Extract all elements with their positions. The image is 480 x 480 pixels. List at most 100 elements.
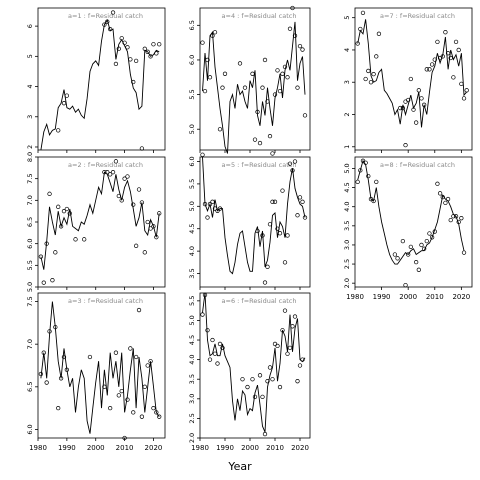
data-point — [151, 42, 156, 47]
data-point — [154, 235, 159, 240]
data-point — [217, 206, 223, 211]
y-tick-label: 3.5 — [188, 374, 196, 384]
series-line — [40, 19, 160, 151]
data-point — [110, 170, 116, 175]
data-point — [207, 357, 213, 362]
data-point — [220, 345, 225, 351]
x-tick-label: 2000 — [87, 444, 105, 452]
data-point — [285, 75, 290, 80]
data-point — [105, 170, 110, 175]
data-point — [408, 76, 413, 82]
data-point — [255, 109, 260, 115]
x-tick-label: 1990 — [216, 444, 234, 452]
data-point — [202, 88, 208, 94]
data-point — [133, 58, 139, 64]
data-point — [272, 199, 278, 204]
data-point — [280, 328, 285, 333]
data-point — [108, 405, 113, 411]
y-tick-label: 7.0 — [26, 195, 34, 205]
data-point — [366, 173, 371, 179]
data-point — [125, 45, 130, 50]
data-point — [295, 213, 300, 218]
data-point — [406, 252, 411, 257]
data-point — [432, 229, 437, 234]
data-point — [376, 31, 382, 36]
data-point — [242, 85, 248, 90]
data-point — [403, 143, 408, 148]
y-tick-label: 6.0 — [26, 238, 34, 248]
data-point — [116, 46, 121, 51]
data-point — [395, 256, 400, 261]
data-point — [275, 68, 280, 73]
y-tick-label: 2.0 — [343, 278, 351, 288]
y-tick-label: 7.5 — [26, 173, 34, 183]
data-point — [73, 237, 78, 242]
data-point — [282, 308, 288, 313]
data-point — [265, 264, 270, 269]
panel-8: a=8 : f=Residual catch 2.0 2.5 3.0 3.5 4.0 4.5… — [343, 156, 473, 301]
data-point — [371, 198, 376, 204]
y-tick-label: 4 — [343, 48, 351, 52]
data-point — [212, 351, 218, 356]
data-point — [212, 206, 218, 211]
x-tick-label: 1980 — [29, 444, 47, 452]
data-point — [262, 431, 268, 437]
x-tick-label: 1980 — [191, 444, 209, 452]
data-point — [421, 246, 427, 251]
data-point — [215, 361, 220, 366]
data-point — [44, 241, 49, 246]
data-point — [240, 377, 245, 382]
y-tick-label: 4.0 — [188, 354, 196, 364]
data-point — [435, 181, 440, 186]
data-point — [53, 250, 58, 255]
x-tick-label: 1980 — [346, 293, 364, 301]
data-point — [200, 152, 205, 157]
series-line — [202, 292, 306, 433]
data-point — [210, 33, 215, 38]
data-point — [87, 354, 93, 360]
data-point — [287, 345, 293, 351]
panel-title: a=5 : f=Residual catch — [222, 161, 297, 169]
data-point — [122, 40, 127, 45]
y-tick-label: 2 — [343, 112, 351, 116]
data-point — [200, 312, 205, 317]
data-point — [133, 243, 139, 248]
data-point — [108, 172, 113, 177]
data-point — [148, 359, 153, 364]
data-point — [119, 198, 124, 203]
panels-group: a=1 : f=Residual catch 2 3 4 5 6 a=2 : f=Resid… — [26, 5, 473, 452]
data-point — [207, 201, 213, 207]
y-tick-label: 2.5 — [188, 413, 196, 423]
y-tick-label: 8.0 — [26, 152, 34, 162]
data-point — [131, 202, 136, 207]
data-point — [451, 214, 456, 219]
data-point — [267, 365, 273, 370]
data-point — [245, 384, 250, 390]
data-point — [427, 231, 432, 236]
data-point — [416, 267, 421, 272]
data-point — [205, 215, 210, 220]
data-point — [421, 102, 427, 107]
data-point — [56, 204, 61, 209]
data-point — [292, 159, 298, 164]
data-point — [136, 187, 142, 192]
data-point — [295, 379, 300, 384]
data-point — [280, 71, 285, 76]
data-point — [136, 307, 142, 313]
data-point — [142, 384, 147, 389]
data-point — [363, 76, 368, 82]
data-point — [148, 54, 153, 59]
data-point — [267, 133, 273, 139]
data-point — [435, 39, 440, 45]
data-point — [110, 10, 116, 15]
y-tick-label: 6.5 — [26, 217, 34, 227]
data-point — [237, 61, 243, 66]
data-point — [453, 214, 459, 219]
data-point — [212, 30, 218, 35]
data-point — [157, 414, 162, 419]
data-point — [300, 199, 305, 204]
series-line — [40, 171, 160, 270]
data-point — [205, 57, 210, 63]
data-point — [443, 200, 448, 206]
data-point — [41, 350, 46, 355]
